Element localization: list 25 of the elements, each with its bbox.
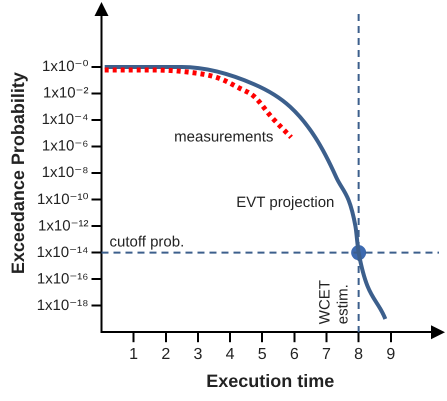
x-tick-label: 9 bbox=[386, 346, 396, 364]
x-tick-label: 8 bbox=[354, 346, 364, 364]
x-axis-title: Execution time bbox=[206, 371, 334, 392]
y-tick-label: 1x10⁻¹⁶ bbox=[36, 270, 88, 288]
series-label: EVT projection bbox=[236, 194, 334, 212]
y-tick-label: 1x10⁻¹² bbox=[38, 217, 88, 234]
y-tick-label: 1x10⁻⁶ bbox=[42, 138, 88, 155]
x-tick-label: 1 bbox=[129, 346, 138, 364]
y-tick-label: 1x10⁻² bbox=[43, 84, 88, 102]
ref-line-label: WCET estim. bbox=[316, 280, 352, 324]
y-tick-label: 1x10⁻¹⁰ bbox=[37, 190, 88, 208]
x-tick-label: 6 bbox=[290, 346, 299, 364]
ref-line-label: cutoff prob. bbox=[109, 233, 184, 250]
y-axis-title: Exceedance Probability bbox=[8, 72, 28, 274]
y-tick-label: 1x10⁻¹⁸ bbox=[36, 296, 88, 314]
x-tick-label: 5 bbox=[258, 346, 267, 364]
y-tick-label: 1x10⁻¹⁴ bbox=[36, 244, 88, 261]
y-tick-label: 1x10⁻⁸ bbox=[42, 164, 88, 182]
x-tick-label: 7 bbox=[322, 346, 332, 364]
x-tick-label: 3 bbox=[193, 346, 202, 364]
y-tick-label: 1x10⁻⁴ bbox=[42, 111, 88, 128]
series-label: measurements bbox=[174, 128, 274, 146]
x-tick-label: 4 bbox=[226, 346, 235, 364]
x-tick-label: 2 bbox=[161, 346, 170, 364]
y-tick-label: 1x10⁻⁰ bbox=[42, 58, 88, 76]
